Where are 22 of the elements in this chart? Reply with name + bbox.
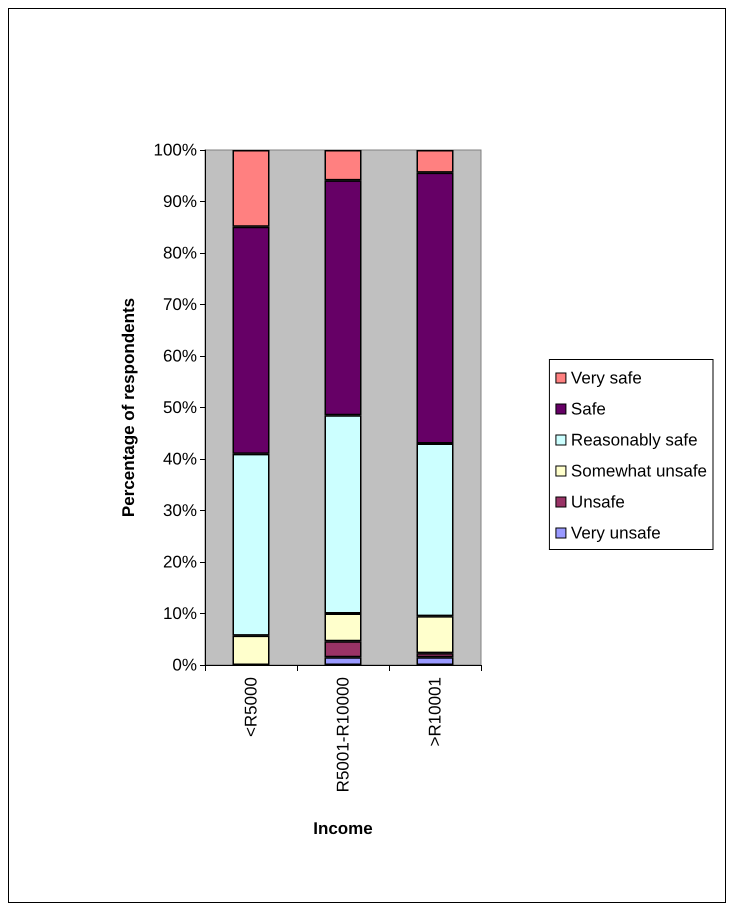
y-tick-label: 20% — [162, 552, 197, 572]
legend-label: Safe — [570, 400, 606, 418]
x-tick-label: >R10001 — [426, 677, 444, 746]
y-tick-label: 10% — [162, 604, 197, 623]
y-tick-label: 100% — [154, 140, 197, 160]
x-axis-title: Income — [313, 819, 373, 838]
legend-label: Very unsafe — [570, 524, 661, 542]
y-tick-label: 50% — [162, 398, 197, 417]
y-tick-label: 30% — [162, 501, 197, 520]
x-tick-label: R5001-R10000 — [334, 677, 352, 792]
y-tick-label: 60% — [162, 346, 197, 366]
y-tick-label: 90% — [162, 192, 197, 211]
legend-label: Unsafe — [570, 492, 625, 512]
y-tick-label: 40% — [162, 450, 197, 468]
y-axis-title: Percentage of respondents — [119, 298, 138, 518]
legend-label: Very safe — [570, 368, 642, 388]
x-tick-label: <R5000 — [242, 677, 260, 738]
y-tick-label: 80% — [162, 244, 197, 262]
legend-label: Somewhat unsafe — [570, 462, 708, 480]
y-tick-label: 0% — [172, 656, 197, 674]
y-tick-label: 70% — [162, 295, 197, 314]
legend-label: Reasonably safe — [570, 430, 698, 450]
